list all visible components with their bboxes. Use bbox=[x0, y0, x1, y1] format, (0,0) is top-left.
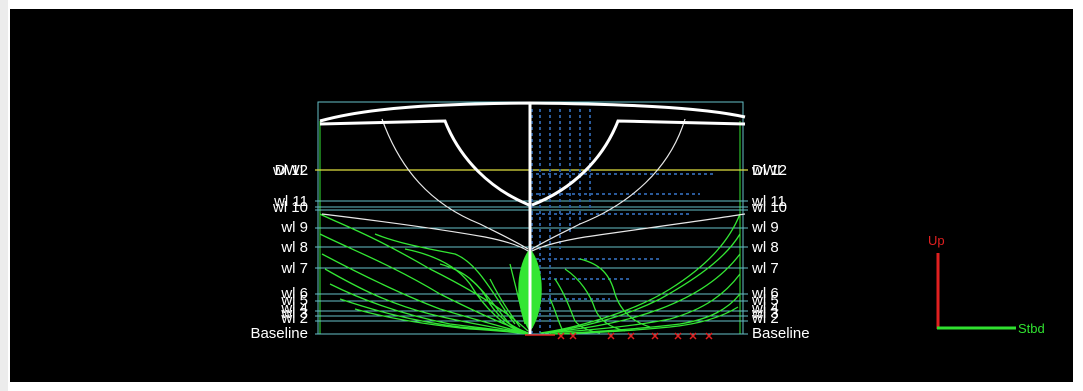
waterline-label: wl 3 bbox=[280, 305, 308, 322]
orientation-axes: Up Stbd bbox=[928, 233, 1045, 336]
waterline-label: wl 7 bbox=[280, 260, 308, 277]
waterline-label: wl 10 bbox=[272, 199, 308, 216]
station-curves-left bbox=[319, 213, 529, 335]
waterline-label: wl 10 bbox=[751, 199, 787, 216]
station-marks bbox=[525, 332, 713, 340]
up-axis-label: Up bbox=[928, 233, 945, 248]
waterline-label: wl 4 bbox=[751, 300, 779, 317]
buttock-pattern bbox=[530, 109, 715, 334]
waterline-label: wl 2 bbox=[280, 310, 308, 327]
waterline-label: wl 11 bbox=[751, 193, 786, 210]
waterline-label: wl 6 bbox=[751, 285, 779, 302]
waterline-label: wl 5 bbox=[751, 292, 779, 309]
baseline-label: Baseline bbox=[752, 325, 810, 342]
waterline-label: wl 8 bbox=[280, 239, 308, 256]
window-edge bbox=[0, 0, 8, 391]
waterline-label: wl 2 bbox=[751, 310, 779, 327]
waterline-label: wl 7 bbox=[751, 260, 779, 277]
hull-sections-white bbox=[321, 118, 746, 252]
waterline-label: wl 8 bbox=[751, 239, 779, 256]
waterline-label: wl 12 bbox=[751, 162, 787, 179]
waterline-label: wl 11 bbox=[273, 193, 308, 210]
waterline-label: wl 3 bbox=[751, 305, 779, 322]
waterline-label: wl 9 bbox=[280, 219, 308, 236]
waterline-label: wl 9 bbox=[751, 219, 779, 236]
waterline-label: DWL bbox=[275, 162, 308, 179]
station-curves-right bbox=[539, 213, 741, 335]
waterline-label: wl 5 bbox=[280, 292, 308, 309]
waterline-label: DWL bbox=[752, 162, 785, 179]
body-plan-viewport[interactable]: DWL wl 12 wl 11 wl 10 wl 9 wl 8 wl 7 wl 6 wl 5 wl… bbox=[10, 9, 1073, 382]
hull-profile-thick bbox=[319, 101, 746, 334]
stbd-axis-label: Stbd bbox=[1018, 321, 1045, 336]
baseline-label: Baseline bbox=[250, 325, 308, 342]
waterline-label: wl 6 bbox=[280, 285, 308, 302]
waterline-label: wl 12 bbox=[272, 162, 308, 179]
waterline-label: wl 4 bbox=[280, 300, 308, 317]
